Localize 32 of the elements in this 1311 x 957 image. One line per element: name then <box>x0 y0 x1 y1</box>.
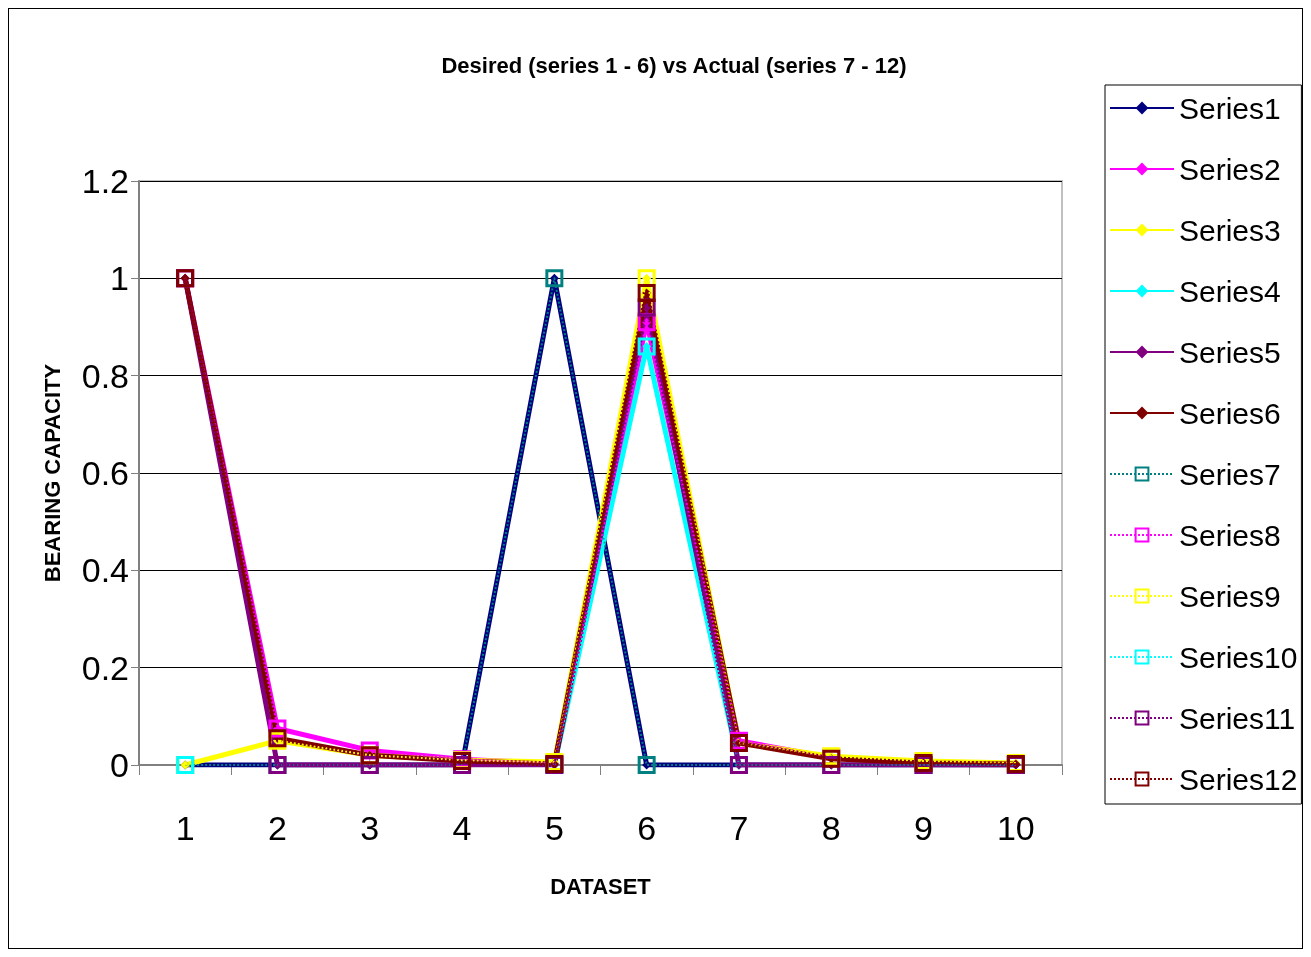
legend-label: Series7 <box>1179 457 1281 491</box>
legend-label: Series2 <box>1179 152 1281 186</box>
x-tick-label: 1 <box>175 809 195 847</box>
x-tick-label: 8 <box>821 809 841 847</box>
x-tick-label: 3 <box>360 809 380 847</box>
y-tick-label: 0.2 <box>81 648 129 687</box>
x-tick-label: 7 <box>729 809 749 847</box>
x-tick-label: 4 <box>452 809 472 847</box>
x-axis-title: DATASET <box>550 873 652 899</box>
legend-label: Series4 <box>1179 274 1281 308</box>
y-tick-label: 0.8 <box>81 356 129 395</box>
legend-label: Series10 <box>1179 640 1298 674</box>
x-tick-label: 2 <box>267 809 287 847</box>
legend-label: Series1 <box>1179 91 1281 125</box>
y-tick-label: 0.6 <box>81 454 129 492</box>
x-tick-label: 10 <box>996 809 1035 847</box>
legend-label: Series6 <box>1179 396 1281 430</box>
x-tick-label: 9 <box>914 809 934 847</box>
legend-label: Series9 <box>1179 579 1281 613</box>
y-tick-label: 1.2 <box>81 162 129 200</box>
x-tick-label: 5 <box>544 809 564 847</box>
legend-label: Series8 <box>1179 518 1281 552</box>
chart-title: Desired (series 1 - 6) vs Actual (series 7 - 12) <box>441 52 907 78</box>
legend-label: Series5 <box>1179 335 1281 369</box>
y-tick-label: 0 <box>110 746 129 784</box>
y-axis-title: BEARING CAPACITY <box>39 363 65 583</box>
legend-label: Series12 <box>1179 762 1298 796</box>
legend-label: Series11 <box>1179 701 1296 735</box>
y-tick-label: 1 <box>110 259 129 298</box>
x-tick-label: 6 <box>637 809 657 847</box>
legend-label: Series3 <box>1179 213 1281 247</box>
y-tick-label: 0.4 <box>81 551 129 590</box>
